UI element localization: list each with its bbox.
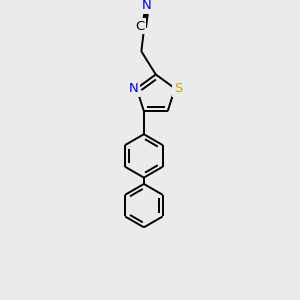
Text: S: S [174,82,182,95]
Text: C: C [135,20,145,33]
Text: N: N [142,0,152,12]
Text: N: N [129,82,139,95]
